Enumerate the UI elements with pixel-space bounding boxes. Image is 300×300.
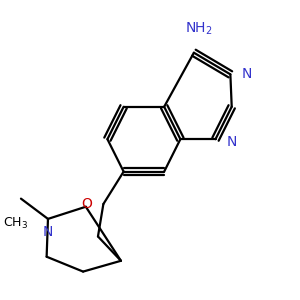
- Text: N: N: [226, 135, 237, 149]
- Text: N: N: [242, 67, 252, 81]
- Text: N: N: [43, 225, 53, 239]
- Text: O: O: [82, 197, 93, 211]
- Text: CH$_3$: CH$_3$: [3, 215, 28, 230]
- Text: NH$_2$: NH$_2$: [185, 20, 213, 37]
